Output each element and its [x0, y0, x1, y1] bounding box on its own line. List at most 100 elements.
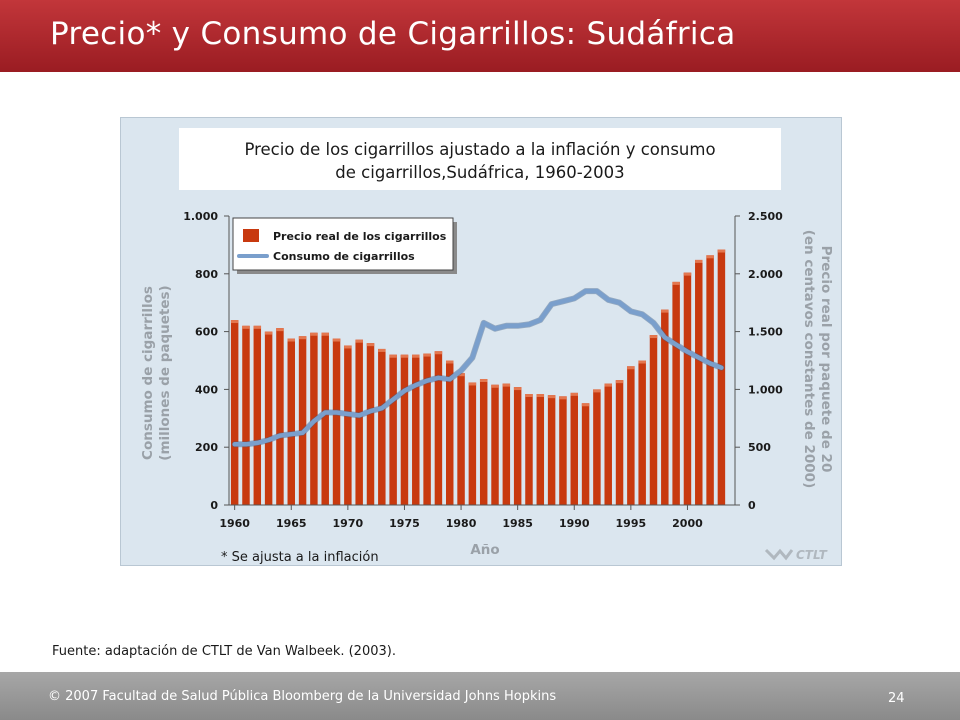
consumption-point	[346, 412, 350, 416]
x-tick-label: 2000	[672, 517, 703, 530]
price-bar	[423, 353, 431, 505]
consumption-point	[244, 442, 248, 446]
consumption-point	[708, 361, 712, 365]
consumption-point	[538, 318, 542, 322]
price-bar-highlight	[649, 335, 658, 339]
price-bar-highlight	[423, 353, 431, 357]
price-bar-highlight	[264, 331, 273, 335]
chart: Precio de los cigarrillos ajustado a la …	[140, 128, 834, 565]
consumption-point	[391, 397, 395, 402]
price-bar-highlight	[581, 403, 590, 407]
price-bar	[332, 338, 341, 505]
price-bar-highlight	[559, 396, 567, 400]
x-tick-label: 1960	[219, 517, 250, 530]
consumption-point	[516, 324, 520, 328]
price-bar	[400, 354, 409, 505]
y-right-tick-label: 1.000	[748, 383, 783, 396]
consumption-point	[527, 322, 531, 326]
price-bar-highlight	[230, 320, 239, 324]
price-bar-highlight	[366, 343, 375, 347]
y-right-tick-label: 2.000	[748, 268, 783, 281]
price-bar	[525, 394, 533, 505]
consumption-point	[278, 434, 282, 438]
consumption-point	[300, 431, 305, 435]
price-bar-highlight	[513, 387, 522, 391]
price-bar-highlight	[276, 328, 284, 332]
price-bar-highlight	[242, 325, 250, 329]
legend-label-consumption: Consumo de cigarrillos	[273, 250, 415, 263]
y-left-tick-label: 600	[195, 326, 218, 339]
price-bar	[468, 382, 477, 505]
price-bar-highlight	[615, 380, 624, 384]
consumption-point	[606, 298, 610, 302]
y-right-title-line1: Precio real por paquete de 20	[818, 246, 834, 473]
price-bar-highlight	[491, 384, 499, 388]
inflation-note: * Se ajusta a la inflación	[221, 550, 379, 565]
legend-box	[232, 217, 454, 271]
chart-title-line1: Precio de los cigarrillos ajustado a la …	[244, 140, 715, 159]
price-bar-highlight	[479, 378, 488, 382]
axes: 1.00080060040020002.5002.0001.5001.00050…	[183, 210, 783, 530]
y-right-tick-label: 500	[748, 441, 771, 454]
price-bar-highlight	[321, 332, 329, 336]
legend-label-price: Precio real de los cigarrillos	[273, 230, 447, 243]
price-bar-highlight	[672, 281, 680, 285]
bar-series	[230, 249, 726, 505]
title-bar	[0, 0, 960, 72]
price-bar	[615, 380, 624, 505]
y-right-tick-label: 2.500	[748, 210, 783, 223]
price-bar	[264, 331, 273, 505]
consumption-point	[357, 413, 361, 418]
price-bar	[366, 343, 375, 505]
consumption-point	[448, 377, 452, 381]
price-bar	[321, 332, 329, 505]
x-tick-label: 1965	[276, 517, 307, 530]
price-bar	[457, 373, 465, 505]
price-bar	[717, 249, 726, 505]
consumption-point	[368, 409, 373, 413]
price-bar-highlight	[695, 259, 703, 263]
price-bar-highlight	[706, 255, 714, 259]
consumption-line-shadow	[231, 288, 725, 448]
price-bar-highlight	[525, 394, 533, 398]
price-bar-highlight	[593, 389, 601, 393]
price-bar-highlight	[627, 366, 635, 370]
price-bar-highlight	[717, 249, 726, 253]
price-bar	[389, 354, 397, 505]
price-bar	[683, 272, 692, 505]
legend: Precio real de los cigarrillos Consumo d…	[232, 217, 457, 274]
price-bar-highlight	[378, 348, 386, 352]
price-bar	[638, 360, 646, 505]
price-bar	[661, 309, 669, 505]
price-bar	[706, 255, 714, 505]
price-bar	[513, 387, 522, 505]
y-left-tick-label: 800	[195, 268, 218, 281]
price-bar-highlight	[400, 354, 409, 358]
price-bar	[672, 281, 680, 505]
consumption-point	[685, 350, 690, 354]
consumption-point	[312, 419, 316, 423]
consumption-point	[459, 369, 463, 373]
source-note: Fuente: adaptación de CTLT de Van Walbee…	[52, 644, 396, 659]
price-bar	[287, 338, 295, 505]
price-bar	[253, 325, 262, 505]
consumption-point	[402, 389, 407, 393]
price-bar-highlight	[332, 338, 341, 342]
price-bar-highlight	[683, 272, 692, 276]
y-right-title-line2: (en centavos constantes de 2000)	[801, 230, 817, 488]
price-bar-highlight	[344, 345, 352, 349]
price-bar-highlight	[389, 354, 397, 358]
price-bar-highlight	[310, 332, 318, 336]
price-bar	[593, 389, 601, 505]
consumption-point	[504, 324, 508, 328]
price-bar-highlight	[638, 360, 646, 364]
consumption-point	[414, 383, 418, 387]
x-tick-label: 1985	[502, 517, 533, 530]
y-left-title-line2: (millones de paquetes)	[157, 285, 173, 460]
consumption-point	[380, 406, 384, 410]
price-bar	[570, 392, 578, 505]
y-left-tick-label: 0	[210, 499, 218, 512]
ctlt-logo: CTLT	[764, 548, 828, 562]
consumption-line	[232, 288, 724, 447]
chart-title-box	[179, 128, 781, 190]
